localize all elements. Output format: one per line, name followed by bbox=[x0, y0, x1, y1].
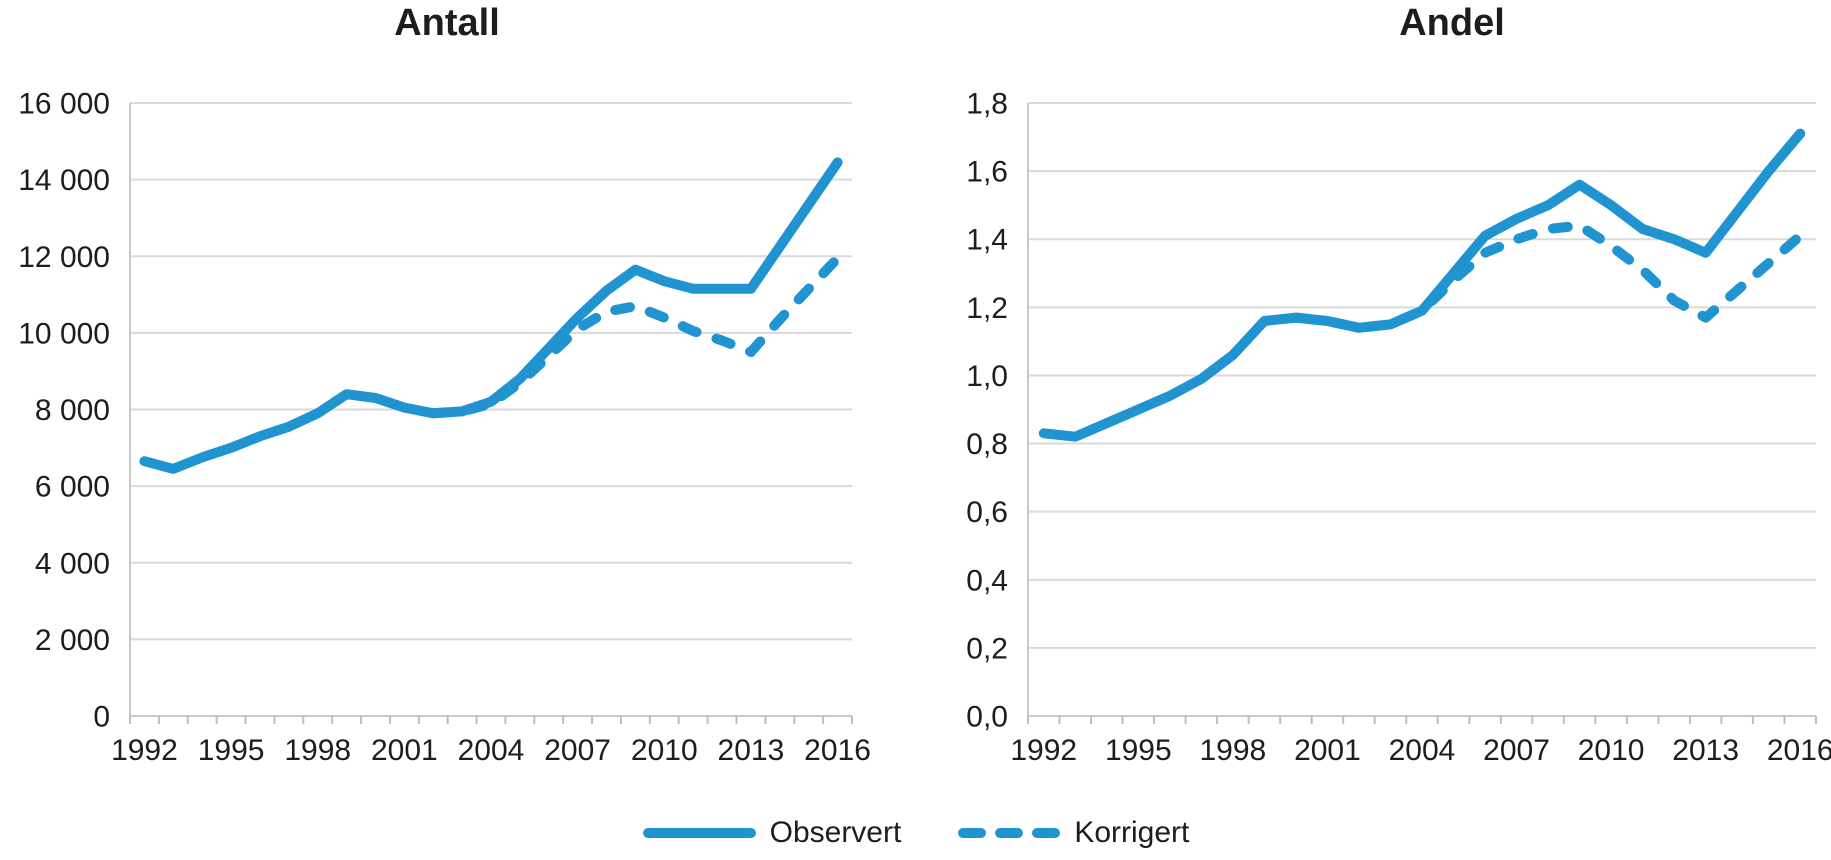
svg-text:1,8: 1,8 bbox=[966, 88, 1008, 121]
chart-title-andel: Andel bbox=[1399, 2, 1505, 44]
svg-text:1998: 1998 bbox=[284, 734, 351, 767]
gridlines bbox=[1028, 102, 1816, 649]
svg-text:0,0: 0,0 bbox=[966, 701, 1008, 734]
svg-text:0: 0 bbox=[93, 701, 110, 734]
svg-text:1995: 1995 bbox=[198, 734, 265, 767]
svg-text:1,2: 1,2 bbox=[966, 292, 1008, 325]
x-axis-ticks bbox=[1027, 716, 1817, 724]
series-korrigert bbox=[1290, 220, 1806, 333]
solid-line-icon bbox=[642, 828, 756, 838]
svg-text:0,6: 0,6 bbox=[966, 496, 1008, 529]
svg-text:2010: 2010 bbox=[1578, 734, 1645, 767]
legend: Observert Korrigert bbox=[0, 812, 1831, 854]
svg-text:1992: 1992 bbox=[1010, 734, 1077, 767]
svg-text:2001: 2001 bbox=[371, 734, 438, 767]
svg-text:2013: 2013 bbox=[1672, 734, 1739, 767]
chart-antall: 0 2 000 4 000 6 000 8 000 10 000 12 000 14 000 1… bbox=[18, 88, 871, 768]
series-observert bbox=[139, 157, 843, 474]
legend-label-korrigert: Korrigert bbox=[1074, 816, 1190, 849]
svg-text:12 000: 12 000 bbox=[18, 241, 110, 274]
svg-text:2 000: 2 000 bbox=[35, 624, 110, 657]
svg-text:1,0: 1,0 bbox=[966, 360, 1008, 393]
svg-text:10 000: 10 000 bbox=[18, 317, 110, 350]
svg-text:1,4: 1,4 bbox=[966, 224, 1008, 257]
svg-text:1992: 1992 bbox=[111, 734, 178, 767]
svg-text:2007: 2007 bbox=[1483, 734, 1550, 767]
axes bbox=[1027, 103, 1816, 717]
svg-text:2013: 2013 bbox=[718, 734, 785, 767]
axes bbox=[129, 103, 852, 717]
series-observert bbox=[1038, 128, 1806, 442]
svg-text:0,8: 0,8 bbox=[966, 428, 1008, 461]
legend-item-korrigert: Korrigert bbox=[957, 818, 1189, 848]
svg-text:1,6: 1,6 bbox=[966, 156, 1008, 189]
svg-text:0,4: 0,4 bbox=[966, 564, 1008, 597]
chart-title-antall: Antall bbox=[394, 2, 500, 44]
svg-text:2016: 2016 bbox=[1767, 734, 1831, 767]
svg-text:4 000: 4 000 bbox=[35, 547, 110, 580]
legend-label-observert: Observert bbox=[769, 816, 902, 849]
x-axis-ticks bbox=[129, 716, 853, 724]
dashed-line-icon bbox=[958, 828, 1061, 838]
svg-text:2007: 2007 bbox=[544, 734, 611, 767]
y-axis-labels: 0,0 0,2 0,4 0,6 0,8 1,0 1,2 1,4 1,6 1,8 bbox=[966, 88, 1008, 734]
svg-text:6 000: 6 000 bbox=[35, 471, 110, 504]
gridlines bbox=[130, 102, 852, 641]
x-axis-labels: 1992 1995 1998 2001 2004 2007 2010 2013 2016 bbox=[111, 734, 871, 767]
legend-item-observert: Observert bbox=[642, 816, 902, 849]
svg-text:1995: 1995 bbox=[1105, 734, 1172, 767]
svg-text:16 000: 16 000 bbox=[18, 88, 110, 121]
y-axis-labels: 0 2 000 4 000 6 000 8 000 10 000 12 000 14 000 1… bbox=[18, 88, 110, 734]
series-korrigert bbox=[428, 253, 843, 419]
svg-text:1998: 1998 bbox=[1200, 734, 1267, 767]
svg-text:2016: 2016 bbox=[804, 734, 871, 767]
svg-text:2004: 2004 bbox=[458, 734, 525, 767]
x-axis-labels: 1992 1995 1998 2001 2004 2007 2010 2013 2016 bbox=[1010, 734, 1831, 767]
svg-text:2001: 2001 bbox=[1294, 734, 1361, 767]
svg-text:14 000: 14 000 bbox=[18, 164, 110, 197]
svg-text:0,2: 0,2 bbox=[966, 632, 1008, 665]
svg-text:2010: 2010 bbox=[631, 734, 698, 767]
svg-text:8 000: 8 000 bbox=[35, 394, 110, 427]
svg-text:2004: 2004 bbox=[1389, 734, 1456, 767]
